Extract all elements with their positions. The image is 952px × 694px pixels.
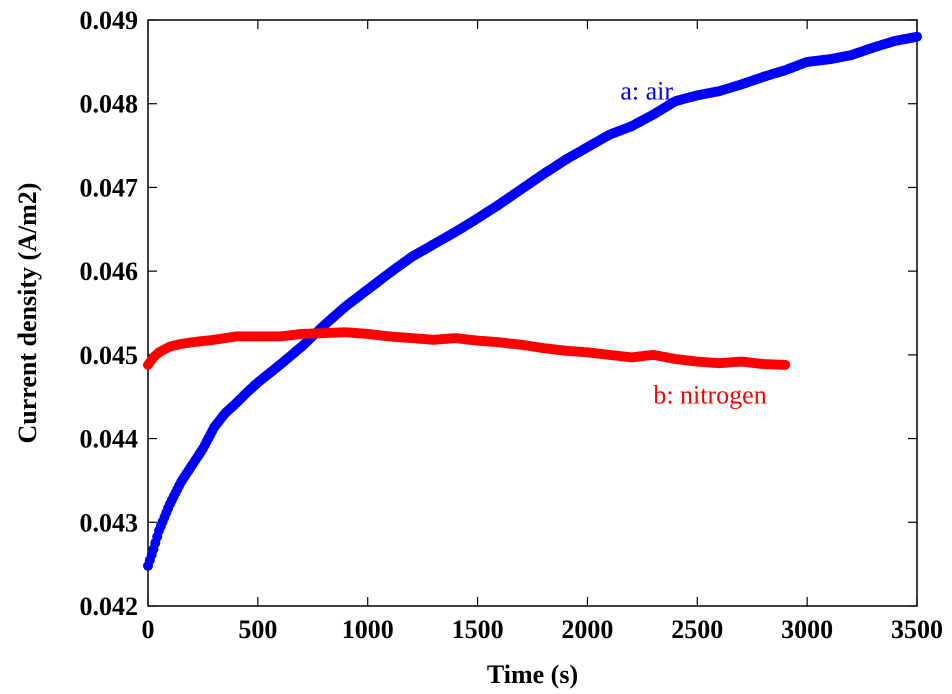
- x-tick-label: 3500: [891, 615, 943, 644]
- x-tick-label: 3000: [781, 615, 833, 644]
- x-tick-label: 500: [238, 615, 277, 644]
- data-point: [780, 359, 791, 370]
- x-tick-label: 0: [142, 615, 155, 644]
- y-tick-label: 0.049: [80, 6, 139, 35]
- series-layer: [143, 31, 922, 571]
- series-annotation: a: air: [620, 77, 673, 106]
- x-axis-title: Time (s): [487, 660, 578, 689]
- y-tick-label: 0.042: [80, 592, 139, 621]
- y-tick-label: 0.048: [80, 90, 139, 119]
- series-annotation: b: nitrogen: [653, 380, 766, 409]
- plot-area: [147, 19, 918, 607]
- data-point: [912, 31, 922, 42]
- labels-layer: a: air b: nitrogen: [620, 77, 766, 410]
- y-tick-label: 0.047: [80, 173, 139, 202]
- y-axis-title: Current density (A/m2): [13, 183, 42, 444]
- y-tick-label: 0.043: [80, 508, 139, 537]
- y-tick-label: 0.046: [80, 257, 139, 286]
- x-tick-label: 2000: [561, 615, 613, 644]
- x-tick-label: 2500: [671, 615, 723, 644]
- series-nitrogen: [143, 327, 791, 370]
- ticks-layer: 0 500 1000 1500 2000 2500 3000 3500 0.042 0.043 0.…: [80, 6, 944, 644]
- y-tick-label: 0.045: [80, 341, 139, 370]
- y-tick-label: 0.044: [80, 425, 139, 454]
- x-tick-label: 1500: [452, 615, 504, 644]
- x-tick-label: 1000: [342, 615, 394, 644]
- series-air: [143, 31, 922, 571]
